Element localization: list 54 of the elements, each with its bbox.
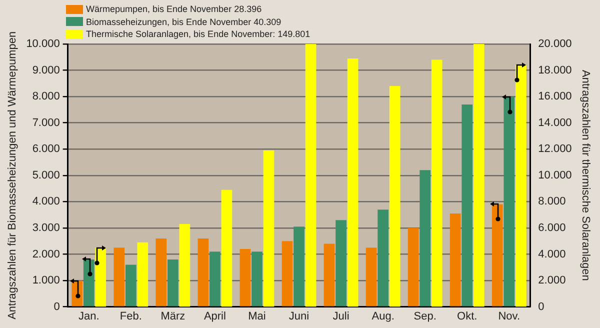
y-tick-label: 10.000: [26, 38, 60, 50]
bar: [389, 86, 400, 307]
y2-tick-label: 6.000: [538, 222, 566, 234]
bar: [366, 248, 377, 306]
y2-tick-label: 16.000: [538, 90, 572, 103]
y2-tick-label: 12.000: [538, 143, 572, 156]
x-tick-label: Okt.: [457, 310, 478, 322]
x-tick-label: Aug.: [372, 310, 394, 322]
y2-tick-label: 4.000: [538, 248, 566, 260]
y-tick-label: 1.000: [32, 274, 60, 287]
bar: [305, 44, 316, 307]
x-tick-label: Jan.: [78, 310, 100, 322]
bar: [324, 244, 335, 306]
x-tick-label: April: [204, 310, 226, 322]
x-tick-label: Feb.: [120, 310, 142, 322]
y2-tick-label: 10.000: [538, 169, 572, 182]
x-tick-label: Nov.: [498, 310, 520, 322]
y2-tick-label: 8.000: [538, 196, 566, 208]
bar: [198, 238, 209, 306]
y-tick-label: 3.000: [32, 222, 60, 234]
bar: [294, 226, 304, 306]
y-tick-label: 5.000: [32, 169, 60, 182]
y-tick-label: 2.000: [32, 248, 60, 260]
legend-label: Thermische Solaranlagen, bis Ende November: 149.801: [86, 29, 310, 40]
bar: [282, 241, 293, 306]
y2-tick-label: 20.000: [538, 38, 572, 50]
bar: [221, 190, 232, 307]
bar: [263, 150, 274, 307]
y-tick-label: 9.000: [32, 64, 60, 76]
y-tick-label: 6.000: [32, 143, 60, 156]
y2-tick-label: 0: [538, 300, 544, 313]
bar: [156, 238, 167, 306]
y2-axis-title: Antragszahlen für thermische Solaranlagen: [579, 70, 592, 281]
x-tick-label: Juli: [332, 310, 350, 322]
y2-tick-label: 14.000: [538, 116, 572, 129]
y2-tick-label: 18.000: [538, 64, 572, 76]
bar: [114, 248, 125, 306]
legend-label: Wärmepumpen, bis Ende November 28.396: [86, 4, 262, 14]
y-tick-label: 7.000: [32, 116, 60, 129]
bar: [347, 58, 358, 307]
bar: [450, 214, 461, 306]
x-tick-label: Sep.: [414, 310, 436, 322]
bar: [408, 228, 419, 306]
bar: [492, 204, 503, 306]
y-tick-label: 8.000: [32, 90, 60, 103]
x-tick-label: Mai: [248, 310, 266, 322]
y2-tick-label: 2.000: [538, 274, 566, 287]
bar: [240, 248, 251, 306]
legend-label: Biomasseheizungen, bis Ende November 40.309: [86, 16, 282, 27]
y-axis-title: Antragszahlen für Biomasseheizungen und Wärmepumpen: [6, 31, 19, 320]
y-tick-label: 0: [54, 300, 60, 313]
y-tick-label: 4.000: [32, 196, 60, 208]
x-tick-label: Juni: [288, 310, 310, 322]
x-tick-label: März: [160, 310, 186, 322]
